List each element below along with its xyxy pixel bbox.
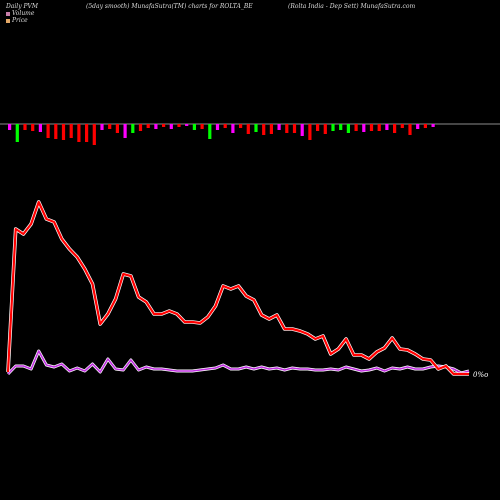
chart-header-title: (5day smooth) MunafaSutra(TM) charts for…	[86, 3, 253, 10]
volume-bar	[262, 124, 266, 135]
volume-bar	[200, 124, 204, 129]
volume-bar	[146, 124, 150, 128]
end-value-label: 0%o	[473, 371, 488, 379]
volume-bar	[292, 124, 297, 133]
volume-bar	[362, 124, 366, 132]
volume-bar	[346, 124, 350, 133]
volume-line-glow	[6, 349, 470, 376]
volume-bar	[400, 124, 404, 128]
volume-bar	[131, 124, 135, 133]
volume-bar	[377, 124, 381, 131]
volume-bar	[92, 124, 96, 145]
volume-bar	[69, 124, 73, 138]
volume-bar	[138, 124, 143, 131]
legend-volume: Volume	[6, 10, 34, 17]
volume-bar	[31, 124, 35, 131]
volume-bars	[8, 124, 435, 145]
volume-bar	[316, 124, 320, 131]
volume-bar	[231, 124, 235, 133]
volume-bar	[254, 124, 258, 132]
volume-bar	[423, 124, 427, 128]
volume-bar	[385, 124, 389, 130]
volume-bar	[369, 124, 374, 131]
legend-volume-swatch	[6, 11, 10, 16]
volume-bar	[308, 124, 312, 140]
volume-bar	[431, 124, 435, 127]
volume-bar	[192, 124, 196, 130]
volume-bar	[108, 124, 112, 129]
volume-bar	[162, 124, 166, 127]
volume-bar	[354, 124, 358, 131]
volume-bar	[331, 124, 335, 131]
volume-bar	[46, 124, 50, 138]
volume-bar	[23, 124, 27, 130]
volume-bar	[115, 124, 119, 133]
volume-bar	[8, 124, 12, 130]
volume-bar	[54, 124, 58, 139]
volume-bar	[100, 124, 104, 130]
volume-bar	[239, 124, 243, 128]
volume-bar	[277, 124, 281, 130]
volume-bar	[208, 124, 212, 139]
volume-bar	[177, 124, 181, 127]
volume-bar	[85, 124, 89, 142]
legend-price-swatch	[6, 18, 10, 23]
volume-bar	[169, 124, 173, 129]
volume-bar	[269, 124, 273, 134]
volume-bar	[38, 124, 42, 132]
volume-bar	[285, 124, 289, 133]
legend-volume-label: Volume	[12, 10, 35, 17]
volume-line	[7, 350, 470, 375]
volume-bar	[223, 124, 227, 128]
volume-bar	[408, 124, 412, 135]
volume-bar	[416, 124, 420, 129]
volume-bar	[123, 124, 127, 138]
chart-header-left: Daily PVM	[6, 3, 39, 10]
volume-bar	[215, 124, 220, 130]
legend-price: Price	[6, 17, 28, 24]
legend-price-label: Price	[12, 17, 28, 24]
volume-bar	[61, 124, 66, 140]
volume-bar	[185, 124, 189, 126]
volume-bar	[300, 124, 304, 136]
volume-bar	[393, 124, 397, 133]
volume-bar	[246, 124, 250, 134]
volume-bar	[154, 124, 158, 129]
volume-bar	[15, 124, 19, 142]
volume-bar	[323, 124, 327, 134]
series-lines	[6, 200, 470, 376]
price-line	[6, 200, 469, 376]
volume-bar	[77, 124, 81, 142]
chart-header-source: (Rolta India - Dep Sett) MunafaSutra.com	[288, 3, 416, 10]
volume-bar	[339, 124, 343, 130]
